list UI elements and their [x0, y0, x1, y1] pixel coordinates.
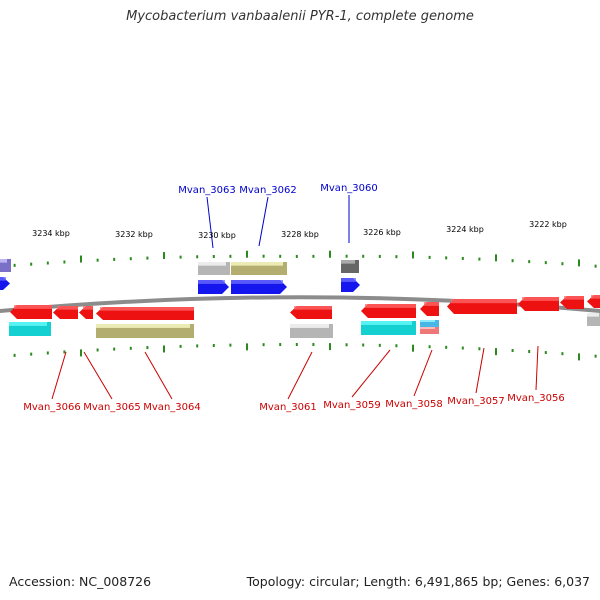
accession-text: Accession: NC_008726	[9, 574, 152, 589]
scale-label: 3230 kbp	[198, 231, 236, 240]
features	[0, 259, 600, 338]
feature-olive-highlight	[231, 262, 283, 266]
scale-label: 3234 kbp	[32, 229, 70, 238]
feature-darkgray-highlight	[341, 260, 355, 264]
feature-gray-highlight	[198, 262, 226, 266]
scale-label: 3224 kbp	[446, 225, 484, 234]
feature-red-highlight	[14, 305, 52, 309]
feature-red-highlight	[451, 299, 517, 304]
feature-blue-highlight	[198, 280, 225, 284]
tick-rows	[13, 250, 597, 361]
label-leader-line	[287, 351, 313, 400]
feature-cyan-highlight	[361, 321, 412, 325]
feature-lavender-highlight	[0, 259, 7, 263]
feature-red-highlight	[564, 296, 584, 300]
feature-blue-highlight	[231, 280, 283, 284]
feature-blue-highlight	[0, 277, 6, 281]
gene-label-bottom: Mvan_3064	[143, 402, 200, 413]
gene-label-bottom: Mvan_3056	[507, 393, 564, 404]
scale-label: 3222 kbp	[529, 220, 567, 229]
feature-gray-highlight	[587, 313, 599, 317]
feature-pink-highlight	[420, 327, 435, 329]
gene-label-bottom: Mvan_3066	[23, 402, 80, 413]
scale-label: 3226 kbp	[363, 228, 401, 237]
label-leader-line	[535, 345, 539, 391]
label-leader-line	[475, 347, 485, 394]
label-leader-line	[413, 349, 433, 397]
gene-label-top: Mvan_3060	[320, 183, 377, 194]
feature-lightblue-highlight	[420, 320, 435, 322]
feature-red-highlight	[424, 302, 439, 306]
label-leader-line	[83, 351, 113, 400]
feature-red-highlight	[57, 306, 78, 310]
gene-label-bottom: Mvan_3059	[323, 400, 380, 411]
label-leader-line	[351, 349, 391, 398]
feature-red-highlight	[100, 307, 194, 311]
scale-label: 3228 kbp	[281, 230, 319, 239]
label-leader-line	[144, 351, 173, 400]
gene-label-bottom: Mvan_3061	[259, 402, 316, 413]
scale-label: 3232 kbp	[115, 230, 153, 239]
gene-label-bottom: Mvan_3065	[83, 402, 140, 413]
feature-red-highlight	[294, 306, 332, 310]
label-leader-line	[206, 196, 214, 249]
feature-red-highlight	[365, 304, 416, 308]
feature-blue-highlight	[341, 278, 356, 282]
feature-olive-highlight	[96, 324, 190, 328]
feature-red-highlight	[522, 297, 559, 301]
label-leader-line	[51, 351, 67, 400]
labels: 3234 kbp 3232 kbp 3230 kbp 3228 kbp 3226 kbp…	[23, 183, 567, 413]
feature-red-highlight	[591, 295, 600, 299]
topology-text: Topology: circular; Length: 6,491,865 bp…	[246, 574, 590, 589]
label-lines	[51, 195, 539, 400]
gene-label-top: Mvan_3063	[178, 185, 235, 196]
feature-red-highlight	[83, 306, 93, 310]
feature-gray-highlight	[290, 324, 329, 328]
gene-label-bottom: Mvan_3057	[447, 396, 504, 407]
gene-label-bottom: Mvan_3058	[385, 399, 442, 410]
feature-cyan-highlight	[9, 322, 47, 326]
label-leader-line	[258, 196, 269, 247]
map-title: Mycobacterium vanbaalenii PYR-1, complet…	[126, 9, 474, 24]
gene-label-top: Mvan_3062	[239, 185, 296, 196]
